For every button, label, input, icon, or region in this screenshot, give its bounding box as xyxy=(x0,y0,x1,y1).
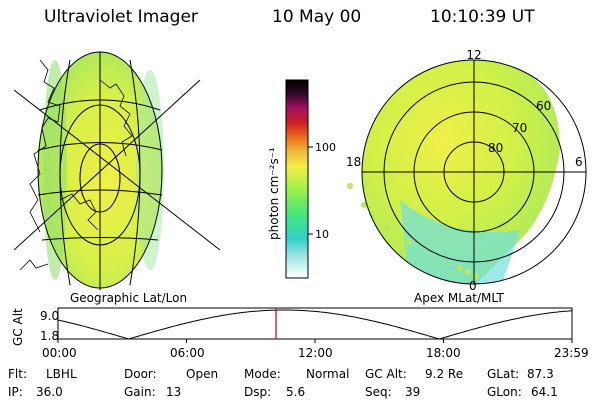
mlat-label-60: 60 xyxy=(536,99,551,113)
time-label: 10:10:39 UT xyxy=(430,7,535,27)
footer-value-seq: 39 xyxy=(405,385,421,399)
mlt-label-0: 0 xyxy=(469,279,477,293)
altitude-curve xyxy=(57,309,573,340)
footer-label-ip: IP: xyxy=(8,385,23,399)
alt-xtick-1800: 18:00 xyxy=(426,346,461,360)
mlt-label-6: 6 xyxy=(575,155,583,169)
alt-ylabel: GC Alt xyxy=(11,308,25,346)
colorbar-tick-100: 100 xyxy=(315,141,336,154)
footer-label-mode: Mode: xyxy=(244,367,281,381)
mlt-label-12: 12 xyxy=(466,48,481,62)
footer-label-glat: GLat: xyxy=(487,367,520,381)
footer-label-flt: Flt: xyxy=(8,367,27,381)
footer-label-door: Door: xyxy=(124,367,157,381)
footer-value-mode: Normal xyxy=(306,367,350,381)
footer-value-gain: 13 xyxy=(166,385,182,399)
mlat-label-80: 80 xyxy=(488,141,503,155)
footer-value-glat: 87.3 xyxy=(527,367,554,381)
alt-xtick-1200: 12:00 xyxy=(298,346,333,360)
footer-value-dsp: 5.6 xyxy=(286,385,306,399)
alt-ytick-1.8: 1.8 xyxy=(40,329,59,343)
date-label: 10 May 00 xyxy=(272,7,362,27)
alt-xtick-0000: 00:00 xyxy=(42,346,77,360)
colorbar-unit-label: photon cm⁻²s⁻¹ xyxy=(267,147,281,240)
footer-label-gcalt: GC Alt: xyxy=(365,367,407,381)
footer-label-dsp: Dsp: xyxy=(244,385,272,399)
footer-label-gain: Gain: xyxy=(124,385,156,399)
footer-label-seq: Seq: xyxy=(365,385,392,399)
footer-value-gcalt: 9.2 Re xyxy=(425,367,464,381)
footer-value-door: Open xyxy=(186,367,219,381)
apex-caption: Apex MLat/MLT xyxy=(414,291,504,305)
footer-value-flt: LBHL xyxy=(46,367,77,381)
mlt-label-18: 18 xyxy=(346,155,361,169)
geographic-caption: Geographic Lat/Lon xyxy=(70,291,187,305)
colorbar-tick-10: 10 xyxy=(315,228,329,241)
alt-xtick-2359: 23:59 xyxy=(554,346,589,360)
footer-value-ip: 36.0 xyxy=(36,385,63,399)
mlat-label-70: 70 xyxy=(512,121,527,135)
footer-label-glon: GLon: xyxy=(487,385,522,399)
footer-value-glon: 64.1 xyxy=(531,385,558,399)
instrument-title: Ultraviolet Imager xyxy=(44,7,198,27)
alt-ytick-9: 9.0 xyxy=(40,309,59,323)
alt-xtick-0600: 06:00 xyxy=(170,346,205,360)
